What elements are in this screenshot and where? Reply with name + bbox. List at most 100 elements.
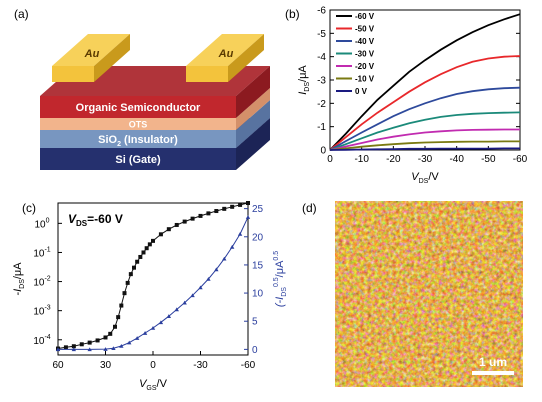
afm-image xyxy=(335,201,523,387)
c-point-sqrt xyxy=(245,215,251,219)
panel-b-ticks: 0 -10 -20 -30 -40 -50 -60 0 -1 -2 -3 -4 -5 -6 xyxy=(317,6,528,166)
c-xtick-label: -30 xyxy=(193,360,208,371)
c-ytick-label: 100 xyxy=(34,217,49,230)
c-point-log xyxy=(119,303,124,308)
c-point-log xyxy=(190,216,195,221)
c-point-sqrt xyxy=(134,336,140,340)
b-legend-label: -30 V xyxy=(355,50,375,59)
c-point-sqrt xyxy=(55,347,61,352)
b-xtick-label: -30 xyxy=(418,154,433,165)
c-ytick-label: 10-2 xyxy=(33,276,50,289)
c-y2tick-label: 0 xyxy=(252,345,258,356)
c-point-log xyxy=(138,254,143,259)
ots-layer-side xyxy=(236,88,270,130)
b-ytick-label: -4 xyxy=(317,52,326,63)
panel-d: (d) 1 um xyxy=(302,201,523,387)
b-ytick-label: -2 xyxy=(317,99,326,110)
b-ytick-label: -6 xyxy=(317,6,326,17)
c-point-log xyxy=(166,227,171,232)
c-point-log xyxy=(113,324,117,329)
c-point-log xyxy=(214,209,219,214)
c-point-log xyxy=(63,345,68,350)
si-layer-front xyxy=(40,148,236,170)
b-series-line xyxy=(329,128,520,151)
ots-layer-front xyxy=(40,118,236,130)
c-point-log xyxy=(158,232,163,237)
c-xtick-label: 60 xyxy=(52,360,64,371)
c-point-log xyxy=(132,265,136,270)
sio2-layer-side xyxy=(236,100,270,148)
b-xtick-label: -40 xyxy=(449,154,464,165)
b-series-line xyxy=(329,140,520,151)
ots-layer-label: OTS xyxy=(129,120,148,130)
panel-c-ticks: 60 30 0 -30 -60 10-4 10-3 10-2 10-1 100 0 5 10 15 20 25 xyxy=(33,204,263,371)
c-point-log xyxy=(135,259,140,264)
c-point-log xyxy=(182,219,187,224)
c-point-sqrt xyxy=(222,256,227,261)
panel-a: (a) Si (Gate) SiO2 (Insulator) OTS Organ… xyxy=(14,7,270,170)
c-xtick-label: 30 xyxy=(100,360,112,371)
c-point-log xyxy=(198,213,203,218)
c-point-log xyxy=(246,201,250,205)
au-right-side xyxy=(228,34,264,82)
c-xtick-label: -60 xyxy=(241,360,256,371)
panel-b: (b) 0 -10 -20 -30 -40 -50 -60 0 -1 -2 -3 -4 -5 -6 -60… xyxy=(285,6,528,186)
b-ytick-label: 0 xyxy=(320,146,326,157)
b-series-line xyxy=(329,86,521,151)
panel-c-annotation: VDS=-60 V xyxy=(68,212,123,228)
b-legend-label: -50 V xyxy=(355,25,375,34)
b-ytick-label: -1 xyxy=(317,122,326,133)
c-point-sqrt xyxy=(214,267,219,272)
c-point-log xyxy=(147,242,152,247)
c-point-log xyxy=(116,315,121,320)
c-point-sqrt xyxy=(103,347,108,351)
c-point-sqrt xyxy=(166,314,172,318)
panel-c: (c) 60 30 0 -30 -60 10-4 10-3 10-2 10-1 100 0 5 10 15… xyxy=(12,201,288,392)
sio2-layer-label: SiO2 (Insulator) xyxy=(98,134,178,148)
b-xtick-label: -50 xyxy=(481,154,496,165)
c-xtick-label: 0 xyxy=(150,360,156,371)
b-series-line xyxy=(329,55,521,151)
c-point-log xyxy=(222,206,227,211)
c-y2tick-label: 5 xyxy=(252,317,258,328)
c-point-sqrt xyxy=(111,346,116,351)
panel-c-y2label: (-IDS0.5/μA0.5 xyxy=(273,251,288,307)
panel-c-label: (c) xyxy=(22,201,36,215)
panel-c-xlabel: VGS/V xyxy=(139,378,168,392)
panel-c-series xyxy=(55,201,251,352)
b-legend-label: 0 V xyxy=(355,87,368,96)
panel-b-series xyxy=(329,13,521,151)
b-ytick-label: -3 xyxy=(317,76,326,87)
au-left-top xyxy=(52,34,130,66)
b-xtick-label: -10 xyxy=(354,154,369,165)
c-y2tick-label: 10 xyxy=(252,289,264,300)
au-left-label: Au xyxy=(84,48,100,60)
b-series-line xyxy=(329,13,521,151)
scale-bar xyxy=(472,371,514,375)
b-xtick-label: 0 xyxy=(327,154,333,165)
c-point-log xyxy=(122,291,127,296)
au-left-side xyxy=(94,34,130,82)
b-xtick-label: -20 xyxy=(386,154,401,165)
c-y2tick-label: 25 xyxy=(252,204,264,215)
c-point-sqrt xyxy=(119,343,124,348)
c-point-sqrt xyxy=(182,300,187,305)
au-right-label: Au xyxy=(218,48,234,60)
c-point-log xyxy=(87,340,92,345)
panel-b-xlabel: VDS/V xyxy=(411,171,439,185)
si-layer-label: Si (Gate) xyxy=(115,154,161,166)
c-point-log xyxy=(103,335,108,340)
c-point-sqrt xyxy=(150,325,156,330)
si-layer-side xyxy=(236,118,270,170)
c-point-sqrt xyxy=(158,320,164,325)
semiconductor-layer-label: Organic Semiconductor xyxy=(76,102,201,114)
panel-b-label: (b) xyxy=(285,7,300,21)
c-point-log xyxy=(144,246,149,251)
b-xtick-label: -60 xyxy=(513,154,528,165)
c-y2tick-label: 20 xyxy=(252,232,264,243)
semiconductor-layer-side xyxy=(236,66,270,118)
panel-a-label: (a) xyxy=(14,7,29,21)
c-point-log xyxy=(108,331,113,336)
b-legend-label: -20 V xyxy=(355,62,375,71)
